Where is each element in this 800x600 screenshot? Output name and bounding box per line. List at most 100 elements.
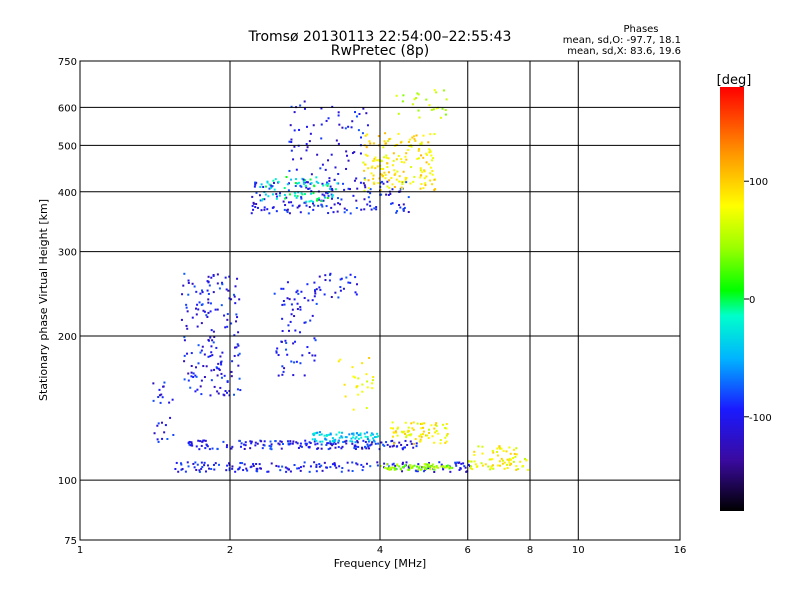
scatter-point	[269, 184, 272, 187]
scatter-point	[415, 134, 418, 137]
scatter-point	[354, 444, 357, 447]
scatter-point	[242, 469, 245, 472]
scatter-point	[431, 169, 434, 172]
scatter-point	[195, 313, 198, 316]
scatter-point	[319, 440, 322, 443]
scatter-point	[434, 424, 437, 427]
scatter-point	[498, 460, 501, 463]
x-tick-label: 10	[572, 545, 585, 556]
scatter-point	[307, 446, 310, 449]
scatter-point	[414, 438, 417, 441]
scatter-point	[323, 434, 326, 437]
scatter-point	[192, 372, 195, 375]
scatter-point	[368, 140, 371, 143]
scatter-point	[254, 205, 257, 208]
scatter-point	[337, 202, 340, 205]
scatter-point	[183, 339, 186, 342]
scatter-point	[428, 148, 431, 151]
scatter-point	[263, 440, 266, 443]
scatter-point	[261, 447, 264, 450]
scatter-point	[213, 335, 216, 338]
scatter-point	[385, 156, 388, 159]
scatter-point	[297, 292, 300, 295]
scatter-point	[323, 196, 326, 199]
scatter-point	[488, 458, 491, 461]
scatter-point	[345, 276, 348, 279]
scatter-point	[371, 387, 374, 390]
scatter-point	[444, 109, 447, 112]
scatter-point	[224, 326, 227, 329]
scatter-point	[305, 204, 308, 207]
scatter-point	[216, 282, 219, 285]
scatter-point	[328, 279, 331, 282]
scatter-point	[239, 462, 242, 465]
scatter-point	[344, 436, 347, 439]
scatter-point	[364, 445, 367, 448]
scatter-point	[372, 159, 375, 162]
scatter-point	[304, 439, 307, 442]
scatter-point	[187, 372, 190, 375]
scatter-point	[390, 427, 393, 430]
scatter-point	[318, 198, 321, 201]
scatter-point	[374, 442, 377, 445]
scatter-point	[415, 445, 418, 448]
scatter-point	[320, 107, 323, 110]
scatter-point	[235, 346, 238, 349]
scatter-point	[391, 466, 394, 469]
scatter-point	[422, 156, 425, 159]
scatter-point	[394, 430, 397, 433]
scatter-point	[295, 178, 298, 181]
scatter-point	[316, 153, 319, 156]
scatter-point	[419, 142, 422, 145]
scatter-point	[330, 153, 333, 156]
scatter-point	[396, 170, 399, 173]
scatter-point	[516, 468, 519, 471]
scatter-point	[161, 437, 164, 440]
scatter-point	[298, 181, 301, 184]
scatter-point	[162, 385, 165, 388]
scatter-point	[325, 466, 328, 469]
scatter-point	[288, 169, 291, 172]
scatter-point	[386, 180, 389, 183]
scatter-point	[293, 315, 296, 318]
scatter-point	[183, 378, 186, 381]
scatter-point	[299, 466, 302, 469]
scatter-point	[405, 436, 408, 439]
scatter-point	[367, 167, 370, 170]
scatter-point	[404, 464, 407, 467]
scatter-point	[325, 438, 328, 441]
scatter-point	[223, 374, 226, 377]
scatter-point	[188, 440, 191, 443]
scatter-point	[290, 303, 293, 306]
scatter-point	[392, 431, 395, 434]
scatter-point	[292, 374, 295, 377]
scatter-point	[405, 158, 408, 161]
scatter-point	[259, 185, 262, 188]
scatter-point	[318, 463, 321, 466]
scatter-point	[252, 208, 255, 211]
scatter-point	[293, 111, 296, 114]
scatter-point	[377, 442, 380, 445]
scatter-point	[438, 461, 441, 464]
scatter-point	[428, 151, 431, 154]
scatter-point	[314, 292, 317, 295]
scatter-point	[204, 447, 207, 450]
scatter-point	[230, 447, 233, 450]
scatter-point	[428, 431, 431, 434]
scatter-point	[270, 445, 273, 448]
scatter-point	[423, 463, 426, 466]
scatter-point	[347, 187, 350, 190]
scatter-point	[192, 376, 195, 379]
scatter-point	[365, 447, 368, 450]
scatter-point	[407, 148, 410, 151]
scatter-point	[289, 470, 292, 473]
scatter-point	[197, 308, 200, 311]
scatter-point	[360, 208, 363, 211]
scatter-point	[333, 203, 336, 206]
scatter-point	[235, 320, 238, 323]
scatter-point	[268, 444, 271, 447]
scatter-point	[383, 140, 386, 143]
scatter-point	[224, 390, 227, 393]
scatter-point	[351, 442, 354, 445]
scatter-point	[220, 372, 223, 375]
